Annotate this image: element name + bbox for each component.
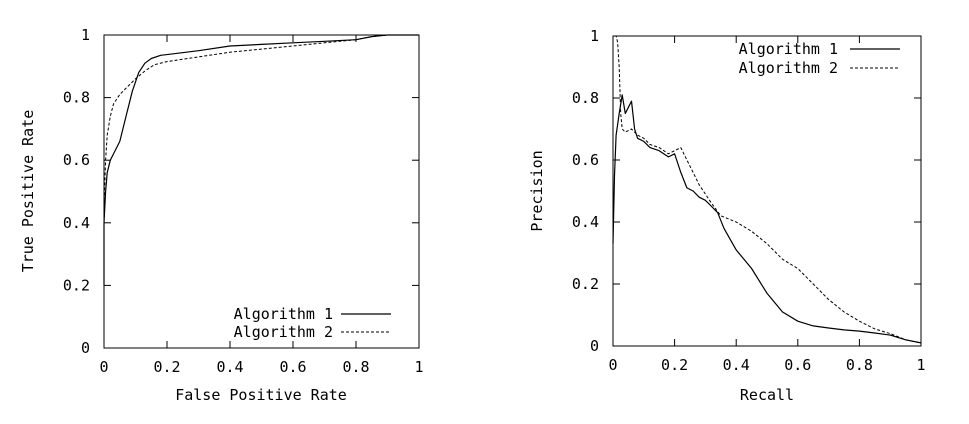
roc-x-tick-label: 0.8: [342, 358, 369, 376]
roc-y-ticks: 0 0.2 0.4 0.6 0.8 1: [63, 26, 419, 357]
roc-y-tick-label: 0.8: [63, 89, 90, 107]
pr-x-tick-label: 0: [608, 356, 617, 374]
roc-y-tick-label: 0: [81, 339, 90, 357]
pr-plot-frame: [612, 35, 922, 347]
roc-x-tick-label: 0.2: [153, 358, 180, 376]
pr-series-line-1: [612, 94, 922, 344]
pr-legend-label-1: Algorithm 1: [739, 40, 838, 58]
pr-x-axis-title: Recall: [740, 386, 794, 404]
roc-x-tick-label: 0.4: [216, 358, 243, 376]
pr-y-tick-label: 0.6: [572, 151, 599, 169]
pr-x-tick-label: 0.8: [846, 356, 873, 374]
roc-series: [103, 34, 419, 286]
pr-y-tick-label: 0.2: [572, 275, 599, 293]
pr-legend: Algorithm 1 Algorithm 2: [739, 40, 900, 77]
pr-y-tick-label: 0.4: [572, 213, 599, 231]
roc-chart: 0 0.2 0.4 0.6 0.8 1 0 0.2 0.4 0.6 0.8 1 False Posi…: [19, 26, 424, 404]
roc-x-tick-label: 1: [414, 358, 423, 376]
pr-x-tick-label: 1: [916, 356, 925, 374]
roc-y-tick-label: 1: [81, 26, 90, 44]
roc-plot-frame: [103, 34, 420, 349]
roc-y-axis-title: True Positive Rate: [19, 110, 37, 273]
pr-x-tick-label: 0.2: [661, 356, 688, 374]
roc-x-axis-title: False Positive Rate: [175, 386, 347, 404]
roc-legend-label-2: Algorithm 2: [234, 323, 333, 341]
roc-y-tick-label: 0.2: [63, 276, 90, 294]
pr-x-tick-label: 0.6: [784, 356, 811, 374]
roc-legend: Algorithm 1 Algorithm 2: [234, 305, 391, 341]
pr-x-ticks: 0 0.2 0.4 0.6 0.8 1: [608, 36, 926, 374]
pr-y-tick-label: 0.8: [572, 89, 599, 107]
roc-series-line-1: [103, 34, 419, 286]
roc-x-tick-label: 0: [99, 358, 108, 376]
pr-y-axis-title: Precision: [528, 150, 546, 231]
roc-y-tick-label: 0.6: [63, 151, 90, 169]
pr-y-tick-label: 1: [590, 27, 599, 45]
roc-x-ticks: 0 0.2 0.4 0.6 0.8 1: [99, 35, 424, 376]
roc-legend-label-1: Algorithm 1: [234, 305, 333, 323]
pr-series-line-2: [614, 35, 922, 344]
pr-series: [612, 35, 922, 344]
pr-x-tick-label: 0.4: [723, 356, 750, 374]
pr-y-ticks: 0 0.2 0.4 0.6 0.8 1: [572, 27, 921, 355]
roc-y-tick-label: 0.4: [63, 214, 90, 232]
pr-legend-label-2: Algorithm 2: [739, 59, 838, 77]
roc-x-tick-label: 0.6: [279, 358, 306, 376]
roc-series-line-2: [103, 34, 419, 286]
pr-y-tick-label: 0: [590, 337, 599, 355]
pr-chart: 0 0.2 0.4 0.6 0.8 1 0 0.2 0.4 0.6 0.8 1 Recall Pre…: [528, 27, 926, 404]
